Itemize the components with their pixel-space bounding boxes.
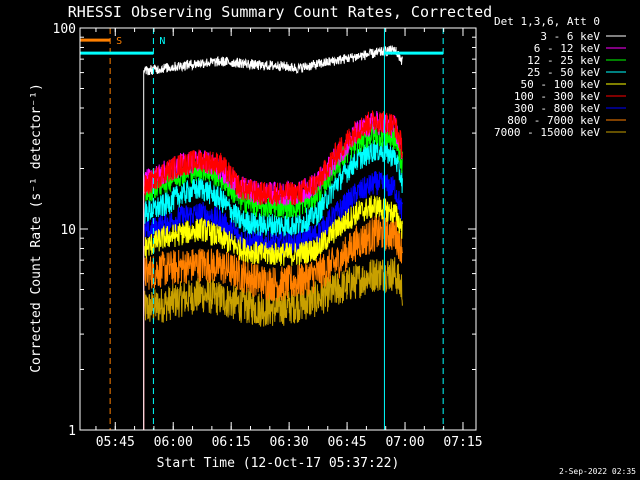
- legend-entry-label: 6 - 12 keV: [534, 42, 601, 55]
- chart-title: RHESSI Observing Summary Count Rates, Co…: [68, 3, 492, 21]
- legend-entry-label: 25 - 50 keV: [527, 66, 600, 79]
- legend-entry-label: 3 - 6 keV: [540, 30, 600, 43]
- series-line: [143, 215, 403, 430]
- series-line: [143, 45, 403, 430]
- ticks-layer: 05:45 06:00 06:15 06:30 06:45 07:00 07:15 1 10 10…: [53, 22, 483, 450]
- series-line: [143, 110, 403, 430]
- x-axis-label: Start Time (12-Oct-17 05:37:22): [157, 456, 400, 471]
- footer-timestamp: 2-Sep-2022 02:35: [558, 467, 636, 476]
- legend-entry-label: 12 - 25 keV: [527, 54, 600, 67]
- legend-entry-label: 50 - 100 keV: [521, 78, 601, 91]
- legend-entry-label: 300 - 800 keV: [514, 102, 600, 115]
- legend-entry-label: 800 - 7000 keV: [507, 114, 600, 127]
- x-tick-label: 06:15: [212, 435, 251, 450]
- series-line: [143, 171, 403, 430]
- series-line: [143, 257, 403, 430]
- x-tick-label: 06:45: [328, 435, 367, 450]
- y-tick-label: 1: [68, 424, 76, 439]
- x-tick-label: 07:15: [443, 435, 482, 450]
- x-tick-label: 06:00: [154, 435, 193, 450]
- x-tick-label: 05:45: [96, 435, 135, 450]
- y-axis-label: Corrected Count Rate (s⁻¹ detector⁻¹): [29, 83, 44, 373]
- legend-entry-label: 7000 - 15000 keV: [494, 126, 600, 139]
- legend-title: Det 1,3,6, Att 0: [494, 15, 600, 28]
- legend-entry-label: 100 - 300 keV: [514, 90, 600, 103]
- y-tick-label: 100: [53, 22, 76, 37]
- annotation-label: N: [159, 36, 165, 47]
- annotation-label: S: [116, 36, 122, 47]
- x-tick-label: 07:00: [385, 435, 424, 450]
- series-layer: [143, 45, 403, 430]
- series-line: [143, 195, 403, 430]
- x-tick-label: 06:30: [270, 435, 309, 450]
- y-tick-label: 10: [60, 223, 76, 238]
- series-line: [143, 137, 403, 430]
